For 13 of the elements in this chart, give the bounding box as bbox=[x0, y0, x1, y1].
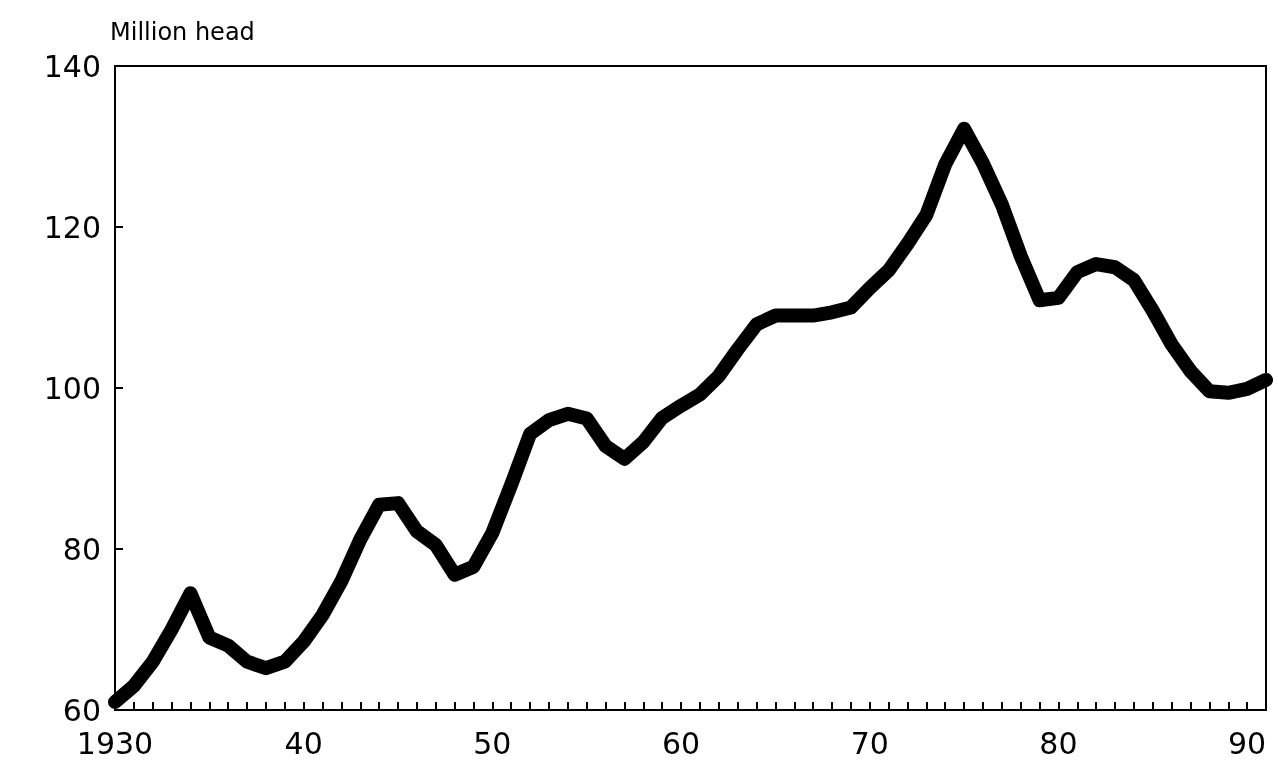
y-tick-label: 140 bbox=[43, 48, 101, 84]
x-tick-label: 50 bbox=[473, 725, 512, 761]
x-tick-label: 90 bbox=[1228, 725, 1267, 761]
y-tick-label: 60 bbox=[62, 692, 101, 728]
y-axis-title: Million head bbox=[110, 18, 255, 46]
y-tick-label: 120 bbox=[43, 209, 101, 245]
x-tick-label: 70 bbox=[850, 725, 889, 761]
x-tick-label: 1930 bbox=[76, 725, 154, 761]
x-tick-label: 80 bbox=[1039, 725, 1078, 761]
y-tick-label: 100 bbox=[43, 370, 101, 406]
x-tick-label: 40 bbox=[284, 725, 323, 761]
y-tick-label: 80 bbox=[62, 531, 101, 567]
x-tick-label: 60 bbox=[661, 725, 701, 761]
